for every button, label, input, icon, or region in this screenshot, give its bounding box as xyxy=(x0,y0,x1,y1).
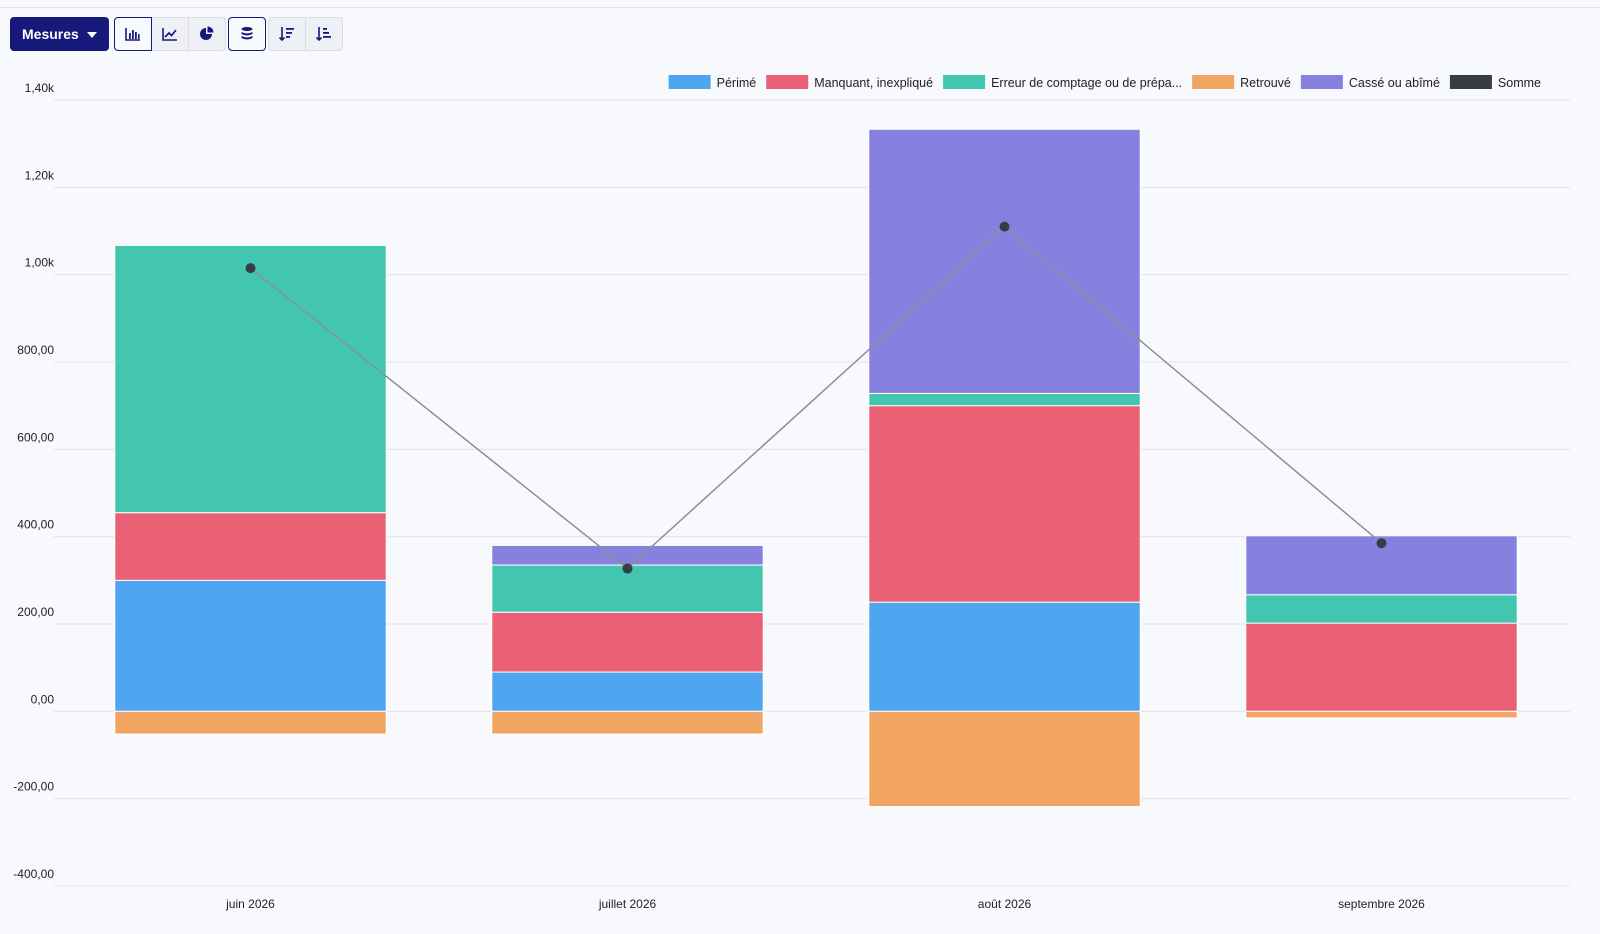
legend-swatch xyxy=(943,75,986,89)
bar-segment xyxy=(114,512,387,581)
series-line-somme xyxy=(250,225,1382,570)
bar-segment xyxy=(491,710,764,735)
pie-chart-icon xyxy=(199,26,214,40)
legend-swatch xyxy=(668,75,711,89)
y-tick-label: 0,00 xyxy=(31,692,55,706)
sort-descending-button[interactable] xyxy=(267,17,306,51)
chart-toolbar: Mesures xyxy=(10,17,343,51)
x-tick-label: juillet 2026 xyxy=(598,897,657,911)
y-tick-label: 400,00 xyxy=(17,518,54,532)
bar-segment xyxy=(868,601,1141,712)
line-point xyxy=(622,563,633,574)
bar-segment xyxy=(114,579,387,712)
y-tick-label: 800,00 xyxy=(17,343,54,357)
line-chart-icon xyxy=(162,28,177,41)
bar-segment xyxy=(868,128,1141,394)
y-tick-label: 1,40k xyxy=(25,81,55,95)
line-point xyxy=(245,263,256,274)
y-tick-label: 200,00 xyxy=(17,605,54,619)
measures-label: Mesures xyxy=(22,26,79,42)
pie-chart-button[interactable] xyxy=(187,17,226,51)
line-chart-button[interactable] xyxy=(150,17,189,51)
bar-segment xyxy=(1245,594,1518,624)
bar-segment xyxy=(868,710,1141,808)
bar-segment xyxy=(868,405,1141,603)
legend-swatch xyxy=(1300,75,1343,89)
x-tick-label: juin 2026 xyxy=(225,897,275,911)
legend-swatch xyxy=(1449,75,1492,89)
legend-swatch xyxy=(1192,75,1235,89)
chart-type-group xyxy=(113,17,226,51)
bar-segment xyxy=(114,710,387,735)
sort-group xyxy=(267,17,343,51)
x-tick-label: septembre 2026 xyxy=(1338,897,1425,911)
sort-ascending-button[interactable] xyxy=(304,17,343,51)
bar-segment xyxy=(868,392,1141,407)
bar-segment xyxy=(1245,710,1518,719)
legend-label: Erreur de comptage ou de prépa... xyxy=(991,76,1182,90)
x-tick-label: août 2026 xyxy=(978,897,1032,911)
bar-chart-button[interactable] xyxy=(113,17,152,51)
bar-segment xyxy=(491,671,764,712)
stack-group xyxy=(227,17,266,51)
y-tick-label: -400,00 xyxy=(13,867,54,881)
bar-segment xyxy=(491,544,764,566)
line-point xyxy=(1376,538,1387,549)
top-divider xyxy=(0,7,1600,8)
stacked-toggle-button[interactable] xyxy=(227,17,266,51)
measures-dropdown-button[interactable]: Mesures xyxy=(10,17,109,51)
y-tick-label: 600,00 xyxy=(17,430,54,444)
y-tick-label: 1,20k xyxy=(25,168,55,182)
legend-label: Périmé xyxy=(717,76,757,90)
stack-icon xyxy=(241,27,253,40)
line-point xyxy=(999,221,1010,232)
legend-swatch xyxy=(766,75,809,89)
caret-down-icon xyxy=(86,32,97,38)
sort-ascending-icon xyxy=(315,27,331,42)
sort-descending-icon xyxy=(278,27,294,42)
bar-segment xyxy=(114,244,387,514)
bar-segment xyxy=(1245,622,1518,712)
legend-label: Retrouvé xyxy=(1240,76,1291,90)
stacked-bar-chart: -400,00 -200,00 0,00 200,00 400,00 600,00 800,… xyxy=(13,75,1570,911)
bar-chart-icon xyxy=(125,28,140,41)
legend-label: Somme xyxy=(1498,76,1541,90)
legend-label: Cassé ou abîmé xyxy=(1349,76,1440,90)
legend-label: Manquant, inexpliqué xyxy=(814,76,933,90)
bar-segment xyxy=(491,611,764,673)
y-tick-label: 1,00k xyxy=(25,256,55,270)
y-tick-label: -200,00 xyxy=(13,780,54,794)
